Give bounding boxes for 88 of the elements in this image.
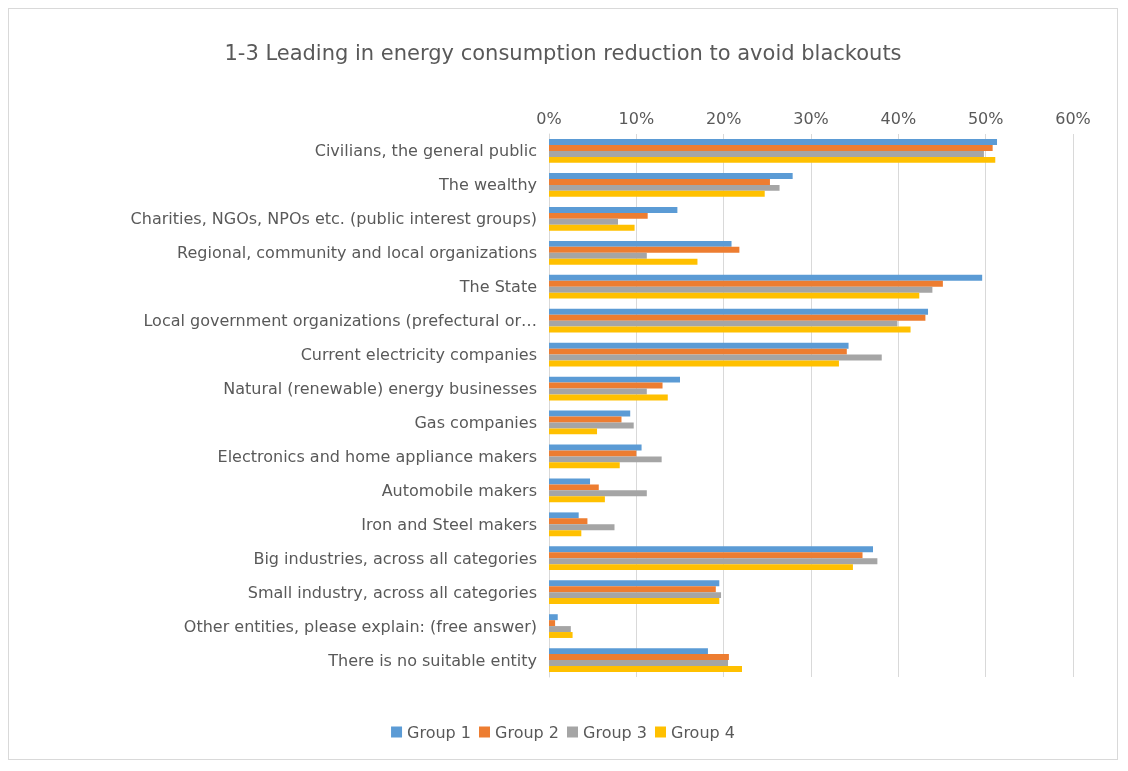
y-tick-label: Automobile makers [381, 480, 537, 500]
y-tick-label: Small industry, across all categories [247, 582, 537, 602]
bar [549, 178, 770, 185]
x-tick-label: 0% [536, 108, 562, 128]
bar [549, 478, 591, 485]
y-tick-label: Other entities, please explain: (free answer) [183, 616, 537, 636]
bar [549, 156, 996, 163]
bar [549, 648, 708, 655]
bar [549, 558, 878, 565]
bar [549, 354, 882, 361]
x-tick-label: 30% [793, 108, 829, 128]
bar [549, 564, 853, 571]
bar [549, 280, 943, 287]
bar [549, 490, 647, 497]
bar [549, 512, 579, 519]
y-tick-label: There is no suitable entity [327, 650, 537, 670]
bar [549, 145, 993, 151]
legend-label: Group 2 [495, 722, 560, 742]
y-tick-label: The wealthy [438, 175, 537, 195]
bar [549, 620, 556, 627]
bar [549, 224, 635, 231]
y-tick-label: Iron and Steel makers [361, 514, 537, 534]
bar [549, 286, 933, 293]
bar [549, 212, 648, 219]
bar [549, 524, 615, 531]
bar [549, 139, 998, 146]
bar [549, 150, 984, 157]
bar [549, 206, 678, 213]
bar [549, 376, 680, 383]
y-tick-label: Local government organizations (prefectural or… [143, 311, 537, 331]
bar [549, 450, 637, 457]
legend-label: Group 1 [407, 722, 472, 742]
bar [549, 614, 558, 621]
bar [549, 552, 863, 559]
bar [549, 598, 720, 605]
bar [549, 660, 729, 666]
x-tick-label: 60% [1055, 108, 1091, 128]
x-tick-label: 40% [880, 108, 917, 128]
y-tick-label: Big industries, across all categories [253, 548, 537, 568]
bar [549, 274, 983, 281]
y-tick-label: Civilians, the general public [314, 141, 537, 161]
bar [549, 292, 920, 299]
bar [549, 410, 631, 417]
bar [549, 428, 598, 435]
bar [549, 626, 571, 633]
bar [549, 382, 663, 389]
bar [549, 632, 573, 638]
bar [549, 218, 618, 225]
bar [549, 258, 698, 265]
bar [549, 422, 634, 429]
bar [549, 586, 716, 593]
y-tick-label: Charities, NGOs, NPOs etc. (public interest groups) [130, 209, 537, 229]
bar [549, 530, 582, 537]
y-tick-label: The State [458, 277, 537, 297]
bar [549, 496, 605, 503]
legend-label: Group 3 [583, 722, 647, 742]
bar [549, 308, 929, 315]
x-tick-label: 10% [618, 108, 655, 128]
bar [549, 348, 847, 355]
y-tick-label: Electronics and home appliance makers [217, 446, 537, 466]
y-tick-label: Natural (renewable) energy businesses [223, 379, 537, 399]
bar [549, 173, 793, 179]
bar [549, 394, 668, 401]
bar [549, 592, 722, 599]
bar [549, 665, 743, 672]
bar [549, 654, 729, 661]
bar [549, 546, 874, 553]
bar [549, 240, 732, 247]
y-tick-label: Gas companies [414, 412, 537, 432]
y-tick-label: Current electricity companies [300, 345, 537, 365]
bar [549, 252, 647, 259]
x-tick-label: 20% [705, 108, 742, 128]
chart-title: 1-3 Leading in energy consumption reduction to avoid blackouts [224, 40, 902, 65]
bar [549, 246, 740, 253]
bar [549, 320, 898, 327]
legend-label: Group 4 [670, 722, 735, 742]
bar [549, 456, 662, 463]
bar [549, 190, 765, 197]
bar [549, 462, 620, 469]
bar [549, 484, 599, 491]
bar [549, 184, 780, 191]
bar [549, 580, 720, 587]
bar [549, 326, 911, 333]
bar [549, 518, 588, 525]
y-tick-label: Regional, community and local organizations [177, 243, 537, 263]
x-tick-label: 50% [967, 108, 1004, 128]
bar [549, 314, 926, 321]
bar [549, 342, 849, 349]
